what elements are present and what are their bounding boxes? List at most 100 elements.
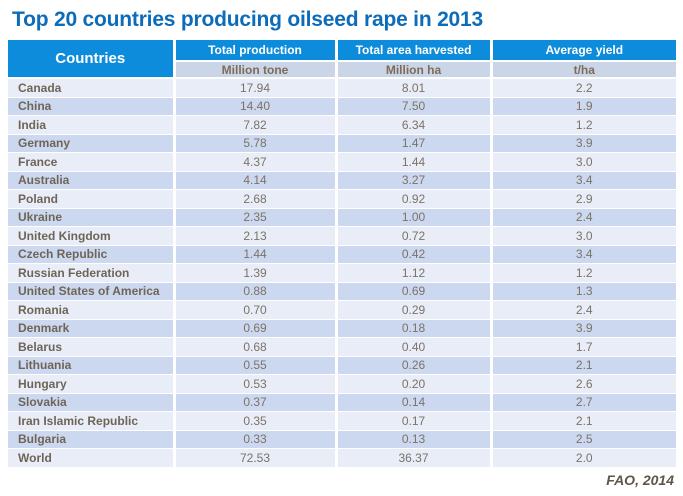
table-header: Countries Total production Total area ha… bbox=[8, 40, 676, 79]
table-row: Slovakia 0.37 0.14 2.7 bbox=[8, 393, 676, 412]
area-cell: 0.42 bbox=[336, 245, 493, 264]
yield-cell: 1.2 bbox=[491, 115, 676, 135]
country-cell: China bbox=[8, 97, 176, 116]
country-cell: Bulgaria bbox=[8, 430, 176, 449]
production-cell: 2.13 bbox=[174, 226, 338, 246]
yield-cell: 2.2 bbox=[491, 78, 676, 98]
yield-cell: 2.0 bbox=[491, 448, 676, 468]
area-cell: 7.50 bbox=[336, 97, 493, 116]
table-row: Australia 4.14 3.27 3.4 bbox=[8, 171, 676, 190]
unit-header-million-tone: Million tone bbox=[174, 61, 338, 79]
table-row: World 72.53 36.37 2.0 bbox=[8, 448, 676, 468]
country-cell: Russian Federation bbox=[8, 263, 176, 283]
table-row: Ukraine 2.35 1.00 2.4 bbox=[8, 208, 676, 227]
table-row: Russian Federation 1.39 1.12 1.2 bbox=[8, 263, 676, 283]
area-cell: 6.34 bbox=[336, 115, 493, 135]
country-cell: United Kingdom bbox=[8, 226, 176, 246]
production-cell: 0.35 bbox=[174, 411, 338, 431]
table-row: Canada 17.94 8.01 2.2 bbox=[8, 78, 676, 98]
area-cell: 0.18 bbox=[336, 319, 493, 338]
yield-cell: 3.9 bbox=[491, 319, 676, 338]
yield-cell: 3.4 bbox=[491, 171, 676, 190]
production-cell: 0.88 bbox=[174, 282, 338, 301]
column-header-total-area-harvested: Total area harvested bbox=[336, 40, 493, 62]
area-cell: 8.01 bbox=[336, 78, 493, 98]
production-cell: 2.35 bbox=[174, 208, 338, 227]
page: Top 20 countries producing oilseed rape … bbox=[0, 8, 683, 496]
area-cell: 0.92 bbox=[336, 189, 493, 209]
table-row: Belarus 0.68 0.40 1.7 bbox=[8, 337, 676, 357]
production-cell: 0.55 bbox=[174, 356, 338, 375]
production-cell: 0.69 bbox=[174, 319, 338, 338]
table-row: Iran Islamic Republic 0.35 0.17 2.1 bbox=[8, 411, 676, 431]
table-row: Hungary 0.53 0.20 2.6 bbox=[8, 374, 676, 394]
page-title: Top 20 countries producing oilseed rape … bbox=[12, 8, 483, 31]
production-cell: 4.14 bbox=[174, 171, 338, 190]
area-cell: 1.44 bbox=[336, 152, 493, 172]
area-cell: 0.26 bbox=[336, 356, 493, 375]
production-cell: 0.68 bbox=[174, 337, 338, 357]
table-row: United States of America 0.88 0.69 1.3 bbox=[8, 282, 676, 301]
production-cell: 4.37 bbox=[174, 152, 338, 172]
production-cell: 72.53 bbox=[174, 448, 338, 468]
table-row: India 7.82 6.34 1.2 bbox=[8, 115, 676, 135]
yield-cell: 1.2 bbox=[491, 263, 676, 283]
country-cell: Australia bbox=[8, 171, 176, 190]
country-cell: Iran Islamic Republic bbox=[8, 411, 176, 431]
unit-header-t-per-ha: t/ha bbox=[491, 61, 676, 79]
country-cell: World bbox=[8, 448, 176, 468]
country-cell: Denmark bbox=[8, 319, 176, 338]
table-row: China 14.40 7.50 1.9 bbox=[8, 97, 676, 116]
table-row: France 4.37 1.44 3.0 bbox=[8, 152, 676, 172]
table-row: Poland 2.68 0.92 2.9 bbox=[8, 189, 676, 209]
header-row-units: Million tone Million ha t/ha bbox=[8, 61, 676, 79]
area-cell: 3.27 bbox=[336, 171, 493, 190]
yield-cell: 2.1 bbox=[491, 411, 676, 431]
area-cell: 1.47 bbox=[336, 134, 493, 153]
area-cell: 0.20 bbox=[336, 374, 493, 394]
area-cell: 1.12 bbox=[336, 263, 493, 283]
production-cell: 1.44 bbox=[174, 245, 338, 264]
production-cell: 5.78 bbox=[174, 134, 338, 153]
table-row: Bulgaria 0.33 0.13 2.5 bbox=[8, 430, 676, 449]
country-cell: Canada bbox=[8, 78, 176, 98]
yield-cell: 2.4 bbox=[491, 300, 676, 320]
source-citation: FAO, 2014 bbox=[606, 471, 674, 488]
country-cell: Slovakia bbox=[8, 393, 176, 412]
yield-cell: 1.9 bbox=[491, 97, 676, 116]
yield-cell: 2.5 bbox=[491, 430, 676, 449]
table-row: Germany 5.78 1.47 3.9 bbox=[8, 134, 676, 153]
header-row-labels: Countries Total production Total area ha… bbox=[8, 40, 676, 79]
area-cell: 0.14 bbox=[336, 393, 493, 412]
production-cell: 0.70 bbox=[174, 300, 338, 320]
yield-cell: 2.1 bbox=[491, 356, 676, 375]
area-cell: 0.13 bbox=[336, 430, 493, 449]
production-cell: 14.40 bbox=[174, 97, 338, 116]
country-cell: Lithuania bbox=[8, 356, 176, 375]
yield-cell: 1.3 bbox=[491, 282, 676, 301]
yield-cell: 3.4 bbox=[491, 245, 676, 264]
yield-cell: 2.7 bbox=[491, 393, 676, 412]
yield-cell: 2.9 bbox=[491, 189, 676, 209]
production-cell: 0.37 bbox=[174, 393, 338, 412]
country-cell: Poland bbox=[8, 189, 176, 209]
area-cell: 0.72 bbox=[336, 226, 493, 246]
area-cell: 0.40 bbox=[336, 337, 493, 357]
production-cell: 17.94 bbox=[174, 78, 338, 98]
yield-cell: 3.9 bbox=[491, 134, 676, 153]
area-cell: 0.17 bbox=[336, 411, 493, 431]
area-cell: 0.29 bbox=[336, 300, 493, 320]
yield-cell: 3.0 bbox=[491, 152, 676, 172]
country-cell: Czech Republic bbox=[8, 245, 176, 264]
yield-cell: 1.7 bbox=[491, 337, 676, 357]
column-header-average-yield: Average yield bbox=[491, 40, 676, 62]
country-cell: Hungary bbox=[8, 374, 176, 394]
production-cell: 0.33 bbox=[174, 430, 338, 449]
production-cell: 1.39 bbox=[174, 263, 338, 283]
table-row: Czech Republic 1.44 0.42 3.4 bbox=[8, 245, 676, 264]
country-cell: United States of America bbox=[8, 282, 176, 301]
production-cell: 0.53 bbox=[174, 374, 338, 394]
production-cell: 2.68 bbox=[174, 189, 338, 209]
table-row: Romania 0.70 0.29 2.4 bbox=[8, 300, 676, 320]
country-cell: Ukraine bbox=[8, 208, 176, 227]
